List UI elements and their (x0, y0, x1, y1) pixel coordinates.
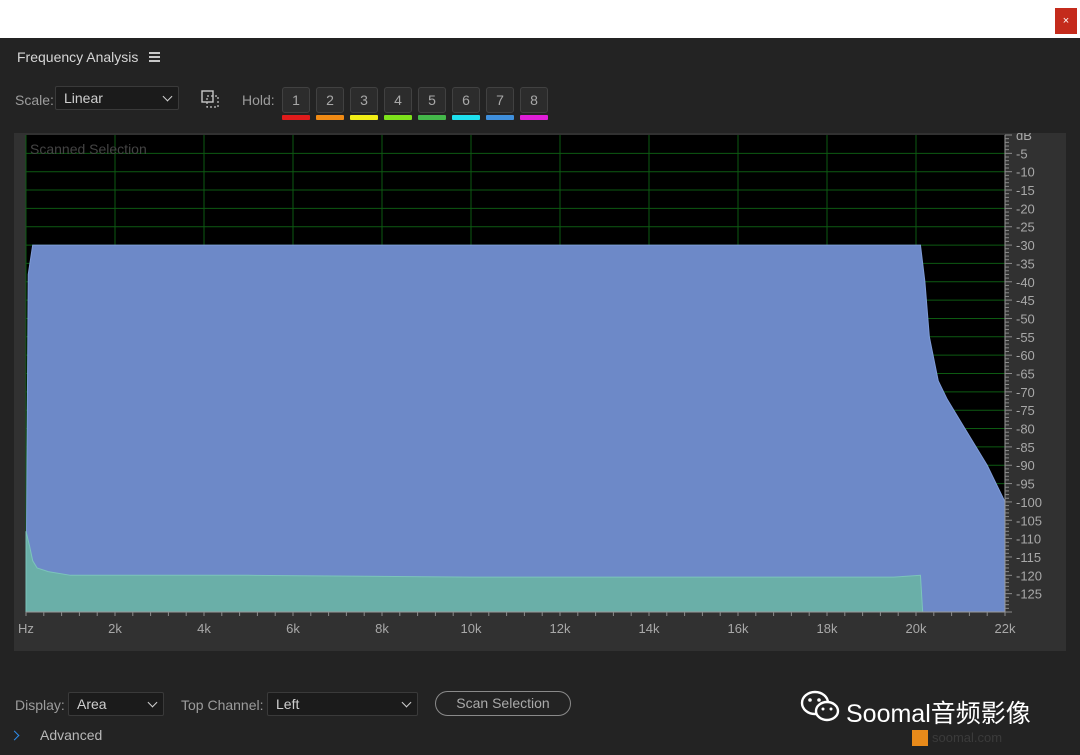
y-tick-label: -85 (1016, 440, 1035, 455)
frequency-analysis-panel: Frequency Analysis Scale: Linear Hold: 1… (0, 38, 1080, 755)
chevron-down-icon (401, 697, 412, 708)
hold-label: Hold: (242, 92, 275, 108)
hold-color-swatch-1 (282, 115, 310, 120)
hold-button-6[interactable]: 6 (452, 87, 480, 113)
hold-color-swatch-7 (486, 115, 514, 120)
chevron-down-icon (147, 697, 158, 708)
x-tick-label: 14k (639, 621, 660, 636)
x-tick-label: 4k (197, 621, 211, 636)
x-tick-label: 20k (906, 621, 927, 636)
hold-color-swatch-2 (316, 115, 344, 120)
watermark: Soomal音频影像 soomal.com (800, 690, 1031, 746)
x-tick-label: 16k (728, 621, 749, 636)
x-tick-label: Hz (18, 621, 34, 636)
spectrum-plot[interactable]: Hz 2k 4k 6k 8k 10k 12k 14k 16k 18k 20k 22k dB -5 -10 -1… (14, 133, 1066, 651)
noise-floor-area (25, 531, 924, 613)
y-tick-label: -100 (1016, 495, 1042, 510)
x-tick-label: 10k (461, 621, 482, 636)
hold-color-swatch-4 (384, 115, 412, 120)
title-bar: × (0, 0, 1080, 38)
display-value: Area (77, 696, 107, 712)
scale-value: Linear (64, 90, 103, 106)
hold-button-2[interactable]: 2 (316, 87, 344, 113)
watermark-text: Soomal音频影像 (846, 700, 1031, 728)
x-tick-label: 8k (375, 621, 389, 636)
hold-color-swatch-5 (418, 115, 446, 120)
hold-color-swatch-6 (452, 115, 480, 120)
y-tick-label: -30 (1016, 238, 1035, 253)
x-tick-label: 22k (995, 621, 1016, 636)
y-tick-label: -50 (1016, 311, 1035, 326)
y-tick-label: -120 (1016, 568, 1042, 583)
display-label: Display: (15, 697, 65, 713)
y-tick-label: -115 (1016, 550, 1041, 565)
y-tick-label: -70 (1016, 385, 1035, 400)
y-tick-label: -65 (1016, 367, 1035, 382)
close-button[interactable]: × (1055, 8, 1077, 34)
y-tick-label: -125 (1016, 587, 1042, 602)
y-tick-label: -45 (1016, 293, 1035, 308)
watermark-sub: soomal.com (932, 730, 1003, 745)
top-channel-select[interactable]: Left (267, 692, 418, 716)
y-tick-label: -95 (1016, 477, 1035, 492)
display-select[interactable]: Area (68, 692, 164, 716)
chevron-right-icon[interactable] (9, 730, 20, 741)
y-tick-label: -90 (1016, 458, 1035, 473)
hold-color-swatch-8 (520, 115, 548, 120)
scan-selection-button[interactable]: Scan Selection (435, 691, 571, 716)
frequency-graph[interactable]: Hz 2k 4k 6k 8k 10k 12k 14k 16k 18k 20k 22k dB -5 -10 -1… (14, 133, 1066, 651)
y-tick-label: -40 (1016, 275, 1035, 290)
hold-button-1[interactable]: 1 (282, 87, 310, 113)
x-tick-label: 18k (817, 621, 838, 636)
y-tick-label: -60 (1016, 348, 1035, 363)
hold-button-5[interactable]: 5 (418, 87, 446, 113)
soomal-logo-icon (912, 730, 928, 746)
selection-tool-icon[interactable] (201, 90, 219, 108)
x-tick-label: 12k (550, 621, 571, 636)
wechat-icon (800, 690, 840, 722)
x-tick-label: 2k (108, 621, 122, 636)
y-tick-label: -5 (1016, 146, 1028, 161)
advanced-toggle[interactable]: Advanced (40, 727, 103, 743)
y-tick-label: -20 (1016, 201, 1035, 216)
scale-select[interactable]: Linear (55, 86, 179, 110)
hamburger-menu-icon[interactable] (149, 52, 160, 62)
scale-label: Scale: (15, 92, 54, 108)
panel-title: Frequency Analysis (17, 49, 139, 65)
top-channel-label: Top Channel: (181, 697, 264, 713)
y-tick-label: -55 (1016, 330, 1035, 345)
hold-color-swatch-3 (350, 115, 378, 120)
y-tick-label: -75 (1016, 403, 1035, 418)
y-tick-label: -110 (1016, 532, 1041, 547)
scanned-selection-label: Scanned Selection (30, 141, 147, 157)
y-tick-label: -25 (1016, 220, 1035, 235)
y-tick-label: -15 (1016, 183, 1035, 198)
top-channel-value: Left (276, 696, 300, 712)
spectrum-area (25, 244, 1006, 613)
x-tick-label: 6k (286, 621, 300, 636)
chevron-down-icon (162, 91, 173, 102)
hold-button-3[interactable]: 3 (350, 87, 378, 113)
y-tick-label: -35 (1016, 256, 1035, 271)
y-tick-label: -105 (1016, 513, 1042, 528)
hold-button-4[interactable]: 4 (384, 87, 412, 113)
y-tick-label: -10 (1016, 165, 1035, 180)
hold-button-7[interactable]: 7 (486, 87, 514, 113)
hold-button-8[interactable]: 8 (520, 87, 548, 113)
y-tick-label: -80 (1016, 422, 1035, 437)
y-tick-label: dB (1016, 133, 1032, 143)
